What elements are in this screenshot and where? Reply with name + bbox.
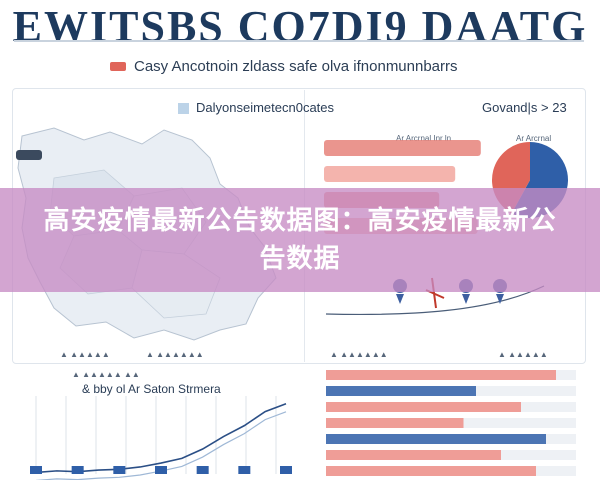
map-footer-left: ▲ ▲▲▲▲▲ bbox=[60, 350, 110, 359]
line-chart-title: & bby ol Ar Saton Strmera bbox=[82, 382, 221, 396]
map-panel-title: Dalyonseimetecn0cates bbox=[196, 100, 335, 115]
base-bar-8 bbox=[196, 466, 209, 474]
hbar-d bbox=[326, 418, 464, 428]
base-bar-6 bbox=[155, 466, 167, 474]
title-divider bbox=[14, 40, 584, 42]
banner-text: 高安疫情最新公告数据图：高安疫情最新公告数据 bbox=[43, 206, 557, 274]
line-series bbox=[35, 403, 287, 474]
line-chart bbox=[30, 396, 292, 480]
bars-footer-right: ▲ ▲▲▲▲▲▲ bbox=[330, 350, 388, 359]
hbar-g bbox=[326, 466, 536, 476]
hbar-e bbox=[326, 434, 546, 444]
hbar-chart bbox=[326, 370, 576, 476]
bar-1 bbox=[324, 140, 481, 156]
line-chart-panel bbox=[12, 364, 304, 480]
hbar-c bbox=[326, 402, 521, 412]
hbar-b bbox=[326, 386, 476, 396]
base-bar-0 bbox=[30, 466, 42, 474]
bars-footer-left: ▲ ▲▲▲▲▲ bbox=[498, 350, 548, 359]
subtitle-legend-swatch bbox=[110, 61, 126, 71]
page-title: EWITSBS CO7DI9 DAATG bbox=[12, 2, 588, 51]
bar-2 bbox=[324, 166, 456, 182]
base-bar-10 bbox=[238, 466, 251, 474]
line-chart-top-label: ▲ ▲▲▲▲▲ ▲▲ bbox=[72, 370, 140, 379]
pie-chart-heading: Ar Arcrnal bbox=[516, 134, 552, 143]
base-bar-4 bbox=[113, 466, 126, 474]
hbar-f bbox=[326, 450, 501, 460]
subtitle: Casy Ancotnoin zldass safe olva ifnonmun… bbox=[134, 57, 458, 75]
bars-panel-title: Govand|s > 23 bbox=[482, 100, 567, 115]
baseline-curve bbox=[325, 285, 545, 316]
base-bar-2 bbox=[71, 466, 84, 474]
hbar-a bbox=[326, 370, 556, 380]
map-legend-swatch bbox=[178, 103, 189, 114]
bars-chart-heading: Ar Arcrnal Inr ln bbox=[396, 134, 452, 143]
overlay-banner: 高安疫情最新公告数据图：高安疫情最新公告数据 bbox=[0, 188, 600, 292]
map-marker-icon bbox=[16, 150, 42, 160]
map-footer-right: ▲ ▲▲▲▲▲▲ bbox=[146, 350, 204, 359]
base-bar-12 bbox=[280, 466, 292, 474]
subtitle-row: Casy Ancotnoin zldass safe olva ifnonmun… bbox=[110, 56, 458, 76]
